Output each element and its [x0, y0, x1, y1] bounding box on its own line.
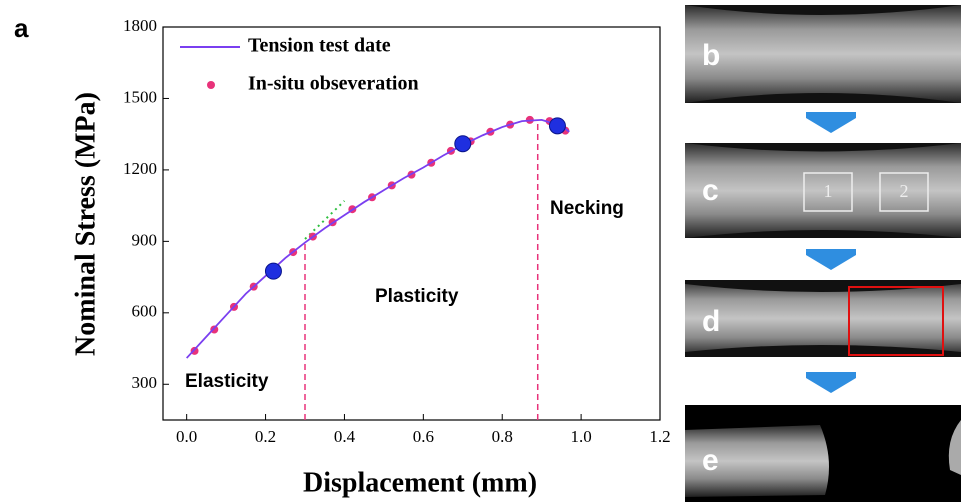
image-label: d [702, 305, 720, 338]
annotation: Necking [550, 198, 624, 219]
x-tick-label: 0.4 [334, 427, 356, 446]
box-label: 1 [824, 181, 833, 201]
plot-frame [162, 26, 661, 421]
x-tick-label: 0.8 [492, 427, 513, 446]
y-tick-label: 300 [132, 373, 158, 392]
image-panel [685, 405, 961, 502]
image-label: e [702, 444, 719, 477]
panel-labels: b c d e [702, 39, 720, 477]
annotation: Elasticity [185, 371, 269, 392]
x-tick-label: 0.2 [255, 427, 276, 446]
legend-swatch [207, 81, 215, 89]
highlight-point [548, 117, 566, 135]
x-axis-title: Displacement (mm) [303, 467, 537, 498]
panel-label: a [14, 13, 29, 43]
x-tick-label: 0.6 [413, 427, 434, 446]
y-axis-title: Nominal Stress (MPa) [70, 92, 101, 356]
data-line [186, 118, 570, 359]
legend-label: Tension test date [248, 35, 391, 57]
legend-label: In-situ obseveration [248, 73, 419, 95]
y-tick-label: 600 [132, 302, 158, 321]
highlight-point [264, 262, 282, 280]
arrows [806, 112, 856, 393]
x-tick-label: 0.0 [176, 427, 197, 446]
image-panel [685, 143, 961, 238]
x-tick-label: 1.2 [649, 427, 670, 446]
y-tick-label: 1500 [123, 87, 157, 106]
x-tick-label: 1.0 [570, 427, 591, 446]
highlight-point [454, 135, 472, 153]
y-tick-label: 1800 [123, 16, 157, 35]
image-label: b [702, 39, 720, 72]
y-tick-label: 1200 [123, 159, 157, 178]
image-panel [685, 5, 961, 103]
y-tick-label: 900 [132, 230, 158, 249]
box-label: 2 [900, 181, 909, 201]
image-panel [685, 280, 961, 357]
annotation: Plasticity [375, 286, 459, 307]
image-label: c [702, 174, 719, 207]
